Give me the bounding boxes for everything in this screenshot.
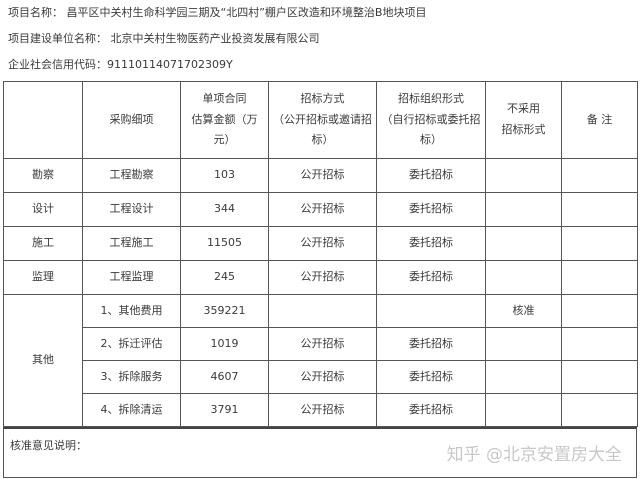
- cell-org: 委托招标: [376, 158, 486, 193]
- cell-category: 设计: [3, 192, 83, 227]
- cell-org: 委托招标: [376, 260, 486, 295]
- cell-no-bid: [485, 327, 562, 361]
- cell-method: 公开招标: [268, 260, 377, 295]
- table-row: 其他 1、其他费用 359221 核准: [3, 294, 638, 427]
- approval-note-label: 核准意见说明：: [10, 439, 87, 452]
- cell-remark: [561, 393, 638, 427]
- cell-amount: 11505: [180, 226, 269, 261]
- cell-no-bid: [485, 192, 562, 227]
- cell-remark: [561, 226, 638, 261]
- cell-category: 施工: [3, 226, 83, 261]
- cell-amount: 3791: [180, 393, 269, 427]
- cell-no-bid: [485, 393, 562, 427]
- cell-org: 委托招标: [376, 226, 486, 261]
- header-category: [3, 81, 83, 159]
- cell-org: 委托招标: [376, 192, 486, 227]
- cell-amount: 103: [180, 158, 269, 193]
- header-amount: 单项合同 估算金额（万 元）: [180, 81, 269, 159]
- cell-amount: 245: [180, 260, 269, 295]
- cell-org: 委托招标: [376, 393, 486, 427]
- cell-remark: [561, 260, 638, 295]
- cell-method: 公开招标: [268, 393, 377, 427]
- table-row: 设计 工程设计 344 公开招标 委托招标: [3, 192, 638, 227]
- table-row: 勘察 工程勘察 103 公开招标 委托招标: [3, 158, 638, 193]
- cell-org: 委托招标: [376, 360, 486, 394]
- cell-amount: 344: [180, 192, 269, 227]
- cell-method: 公开招标: [268, 192, 377, 227]
- header-no-bid: 不采用 招标形式: [485, 81, 562, 159]
- cell-method: 公开招标: [268, 327, 377, 361]
- cell-category: 监理: [3, 260, 83, 295]
- cell-amount: 1019: [180, 327, 269, 361]
- cell-item: 4、拆除清运: [82, 393, 181, 427]
- table-header-row: 采购细项 单项合同 估算金额（万 元） 招标方式 （公开招标或邀请招 标） 招标组织形式…: [3, 81, 638, 159]
- cell-item: 工程施工: [82, 226, 181, 261]
- cell-no-bid: [485, 226, 562, 261]
- table-row: 施工 工程施工 11505 公开招标 委托招标: [3, 226, 638, 261]
- cell-no-bid: [485, 360, 562, 394]
- procurement-table: 采购细项 单项合同 估算金额（万 元） 招标方式 （公开招标或邀请招 标） 招标组织形式…: [3, 81, 638, 427]
- table-row: 4、拆除清运 3791 公开招标 委托招标: [4, 393, 638, 427]
- cell-no-bid: 核准: [485, 294, 562, 328]
- cell-org: [376, 294, 486, 328]
- cell-org: 委托招标: [376, 327, 486, 361]
- cell-item: 工程监理: [82, 260, 181, 295]
- cell-no-bid: [485, 158, 562, 193]
- cell-method: 公开招标: [268, 226, 377, 261]
- cell-item: 1、其他费用: [82, 294, 181, 328]
- cell-remark: [561, 327, 638, 361]
- credit-code: 企业社会信用代码：91110114071702309Y: [8, 58, 233, 71]
- project-name: 项目名称： 昌平区中关村生命科学园三期及“北四村”棚户区改造和环境整治B地块项目: [8, 6, 427, 19]
- cell-category: 其他: [3, 294, 83, 427]
- table-row: 监理 工程监理 245 公开招标 委托招标: [3, 260, 638, 295]
- cell-remark: [561, 192, 638, 227]
- header-item: 采购细项: [82, 81, 181, 159]
- cell-remark: [561, 360, 638, 394]
- table-row: 3、拆除服务 4607 公开招标 委托招标: [4, 360, 638, 394]
- cell-remark: [561, 294, 638, 328]
- cell-item: 3、拆除服务: [82, 360, 181, 394]
- cell-item: 工程勘察: [82, 158, 181, 193]
- approval-note: 核准意见说明：: [3, 427, 637, 478]
- cell-amount: 359221: [180, 294, 269, 328]
- header-remark: 备 注: [561, 81, 638, 159]
- cell-method: 公开招标: [268, 360, 377, 394]
- cell-amount: 4607: [180, 360, 269, 394]
- table-row: 2、拆迁评估 1019 公开招标 委托招标: [4, 327, 638, 361]
- cell-item: 2、拆迁评估: [82, 327, 181, 361]
- builder-name: 项目建设单位名称： 北京中关村生物医药产业投资发展有限公司: [8, 32, 320, 45]
- cell-method: 公开招标: [268, 158, 377, 193]
- cell-no-bid: [485, 260, 562, 295]
- cell-method: [268, 294, 377, 328]
- header-org: 招标组织形式 （自行招标或委托招 标）: [376, 81, 486, 159]
- cell-remark: [561, 158, 638, 193]
- watermark: 知乎 @北京安置房大全: [446, 445, 622, 465]
- cell-item: 工程设计: [82, 192, 181, 227]
- cell-category: 勘察: [3, 158, 83, 193]
- header-method: 招标方式 （公开招标或邀请招 标）: [268, 81, 377, 159]
